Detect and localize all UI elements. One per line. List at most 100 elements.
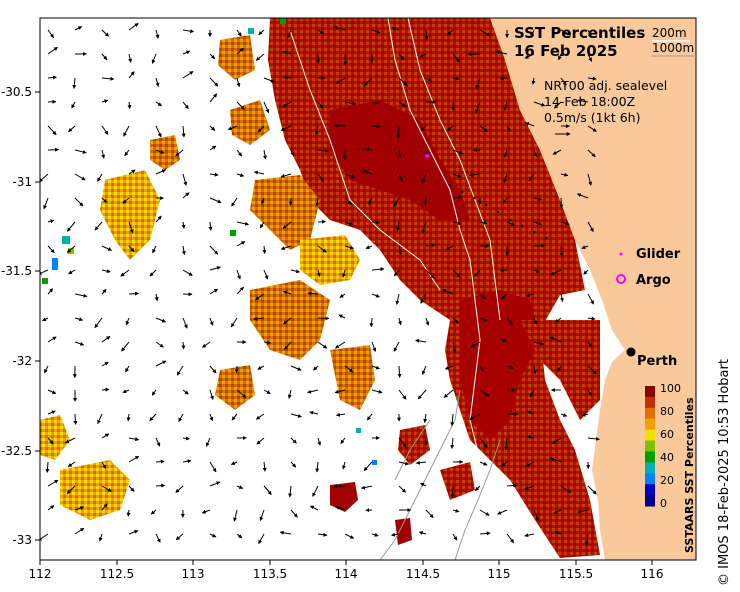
current-arrow-icon bbox=[290, 437, 297, 444]
current-arrow-icon bbox=[371, 365, 381, 370]
plot-frame bbox=[39, 17, 697, 561]
current-arrow-icon bbox=[282, 75, 292, 80]
current-arrow-icon bbox=[560, 413, 568, 417]
current-arrow-icon bbox=[335, 77, 346, 85]
current-arrow-icon bbox=[74, 506, 85, 511]
current-arrow-icon bbox=[236, 173, 245, 177]
current-arrow-icon bbox=[533, 269, 541, 273]
current-arrow-icon bbox=[452, 76, 460, 81]
current-arrow-icon bbox=[315, 461, 320, 473]
current-arrow-icon bbox=[553, 101, 562, 109]
glider-legend-label: Glider bbox=[636, 247, 681, 262]
current-arrow-icon bbox=[425, 243, 436, 248]
current-arrow-icon bbox=[47, 245, 55, 254]
colorbar-swatch bbox=[645, 451, 655, 463]
current-arrow-icon bbox=[155, 533, 161, 543]
colorbar-swatch bbox=[645, 440, 655, 452]
current-arrow-icon bbox=[154, 293, 159, 302]
current-arrow-icon bbox=[263, 389, 271, 394]
current-arrow-icon bbox=[549, 336, 562, 343]
isobath-1000m-label: 1000m bbox=[652, 41, 694, 55]
current-arrow-icon bbox=[236, 533, 243, 539]
current-arrow-icon bbox=[500, 293, 508, 300]
current-arrow-icon bbox=[474, 269, 481, 277]
current-arrow-icon bbox=[533, 509, 539, 522]
current-arrow-icon bbox=[263, 101, 270, 114]
current-arrow-icon bbox=[317, 532, 328, 537]
currents-scale: 0.5m/s (1kt 6h) bbox=[544, 110, 640, 125]
current-arrow-icon bbox=[181, 125, 186, 138]
current-arrow-icon bbox=[526, 410, 535, 415]
current-arrow-icon bbox=[128, 169, 136, 175]
current-arrow-icon bbox=[97, 173, 103, 182]
current-arrow-icon bbox=[317, 148, 330, 153]
current-arrow-icon bbox=[419, 482, 427, 487]
current-arrow-icon bbox=[423, 197, 428, 206]
current-arrow-icon bbox=[525, 461, 535, 467]
current-arrow-icon bbox=[42, 317, 49, 322]
x-tick-label: 114.5 bbox=[406, 567, 440, 581]
current-arrow-icon bbox=[479, 389, 490, 397]
current-arrow-icon bbox=[209, 481, 221, 487]
current-arrow-icon bbox=[47, 219, 55, 224]
current-arrow-icon bbox=[68, 125, 76, 133]
current-arrow-icon bbox=[182, 317, 188, 329]
current-arrow-icon bbox=[263, 77, 275, 83]
current-arrow-icon bbox=[209, 125, 216, 131]
current-arrow-icon bbox=[47, 505, 55, 511]
current-arrow-icon bbox=[446, 29, 454, 36]
current-arrow-icon bbox=[475, 101, 481, 114]
current-arrow-icon bbox=[182, 459, 192, 464]
current-arrow-icon bbox=[122, 389, 130, 394]
isobaths bbox=[289, 18, 501, 461]
current-arrow-icon bbox=[209, 461, 217, 473]
current-arrow-icon bbox=[344, 101, 357, 106]
current-arrow-icon bbox=[587, 293, 595, 305]
colorbar-swatch bbox=[645, 429, 655, 442]
current-arrow-icon bbox=[479, 29, 491, 37]
current-arrow-icon bbox=[369, 317, 374, 328]
current-arrow-icon bbox=[371, 293, 381, 298]
current-arrow-icon bbox=[587, 76, 597, 81]
current-arrow-icon bbox=[344, 197, 352, 206]
current-arrow-icon bbox=[280, 173, 292, 178]
current-arrow-icon bbox=[398, 461, 410, 466]
current-arrow-icon bbox=[155, 437, 161, 447]
current-arrow-icon bbox=[397, 317, 402, 326]
current-arrow-icon bbox=[175, 485, 184, 493]
colorbar-swatch bbox=[645, 407, 655, 420]
current-arrow-icon bbox=[182, 50, 191, 55]
colorbar-tick: 40 bbox=[660, 451, 674, 464]
colorbar-tick: 80 bbox=[660, 405, 674, 418]
current-arrow-icon bbox=[66, 221, 76, 232]
current-arrow-icon bbox=[559, 197, 564, 209]
current-arrow-icon bbox=[397, 149, 402, 158]
current-arrow-icon bbox=[479, 125, 488, 132]
current-arrow-icon bbox=[504, 437, 508, 451]
current-arrow-icon bbox=[341, 269, 346, 278]
current-arrow-icon bbox=[420, 293, 427, 304]
current-arrow-icon bbox=[524, 533, 535, 538]
y-tick-label: -32 bbox=[12, 354, 32, 368]
current-arrow-icon bbox=[230, 461, 238, 465]
current-arrow-icon bbox=[230, 317, 238, 328]
current-arrow-icon bbox=[74, 293, 88, 298]
current-arrow-icon bbox=[450, 413, 455, 427]
current-arrow-icon bbox=[208, 221, 213, 231]
current-arrow-icon bbox=[255, 293, 265, 301]
current-arrow-icon bbox=[560, 485, 572, 494]
current-arrow-icon bbox=[47, 389, 57, 394]
current-arrow-icon bbox=[317, 437, 322, 446]
current-arrow-icon bbox=[334, 341, 346, 349]
current-arrow-icon bbox=[530, 29, 535, 39]
current-arrow-icon bbox=[150, 509, 157, 515]
current-arrow-icon bbox=[371, 267, 385, 272]
current-arrow-icon bbox=[74, 317, 84, 322]
current-arrow-icon bbox=[181, 341, 186, 350]
map-date: 16 Feb 2025 bbox=[514, 42, 618, 60]
x-tick-label: 112.5 bbox=[100, 567, 134, 581]
current-arrow-icon bbox=[181, 221, 186, 229]
current-arrow-icon bbox=[40, 533, 49, 541]
current-arrow-icon bbox=[74, 527, 85, 535]
current-arrow-icon bbox=[581, 245, 589, 250]
